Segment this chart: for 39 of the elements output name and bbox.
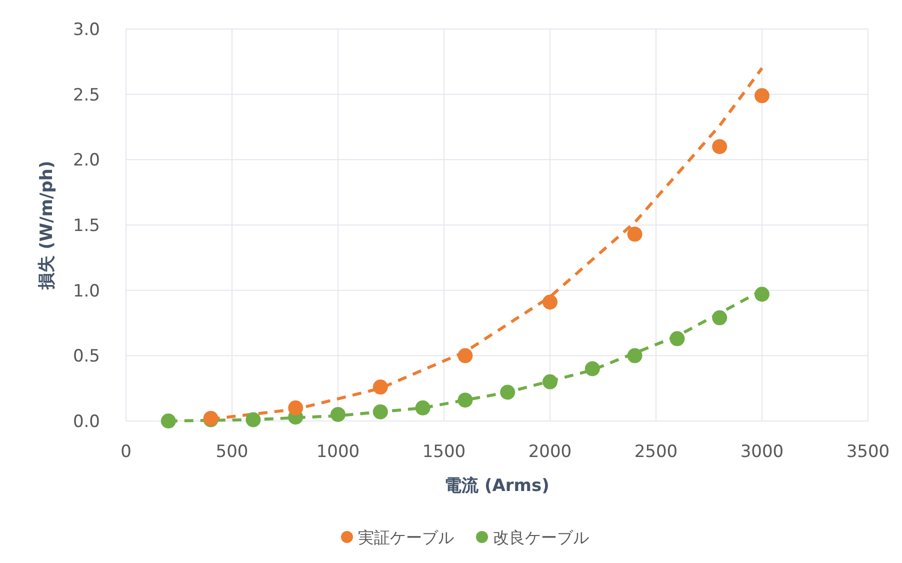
- point: [330, 406, 346, 422]
- y-axis-title: 損失 (W/m/ph): [37, 160, 57, 290]
- x-tick-label: 1000: [316, 442, 360, 462]
- point: [246, 412, 261, 428]
- point: [500, 384, 516, 400]
- x-tick-label: 0: [120, 442, 132, 462]
- point: [542, 294, 558, 310]
- point: [372, 380, 388, 395]
- point: [458, 392, 473, 408]
- point: [584, 361, 600, 376]
- point: [288, 400, 304, 416]
- y-tick-label: 0.5: [72, 346, 100, 367]
- x-tick-label: 2500: [634, 442, 678, 462]
- point: [160, 414, 176, 428]
- legend-label: 実証ケーブル: [358, 528, 454, 547]
- point: [754, 88, 770, 104]
- point: [627, 348, 642, 364]
- point: [670, 331, 685, 346]
- y-tick-label: 2.5: [72, 85, 100, 106]
- y-tick-label: 1.0: [72, 281, 100, 302]
- x-tick-label: 3000: [740, 442, 784, 462]
- point: [415, 400, 430, 416]
- point: [372, 404, 388, 420]
- point: [542, 374, 558, 390]
- y-tick-label: 0.0: [72, 412, 100, 432]
- x-tick-label: 2000: [528, 442, 572, 462]
- y-tick-label: 2.0: [72, 150, 100, 171]
- y-tick-label: 1.5: [72, 216, 100, 236]
- point: [458, 348, 473, 364]
- point: [754, 286, 770, 302]
- point: [712, 310, 728, 326]
- point: [627, 226, 642, 242]
- x-tick-label: 3500: [846, 442, 890, 462]
- x-tick-label: 1500: [422, 442, 466, 462]
- y-tick-label: 3.0: [72, 20, 100, 40]
- x-axis-title: 電流 (Arms): [444, 476, 550, 496]
- x-tick-label: 500: [216, 442, 248, 462]
- legend-label: 改良ケーブル: [493, 528, 589, 547]
- point: [712, 139, 728, 154]
